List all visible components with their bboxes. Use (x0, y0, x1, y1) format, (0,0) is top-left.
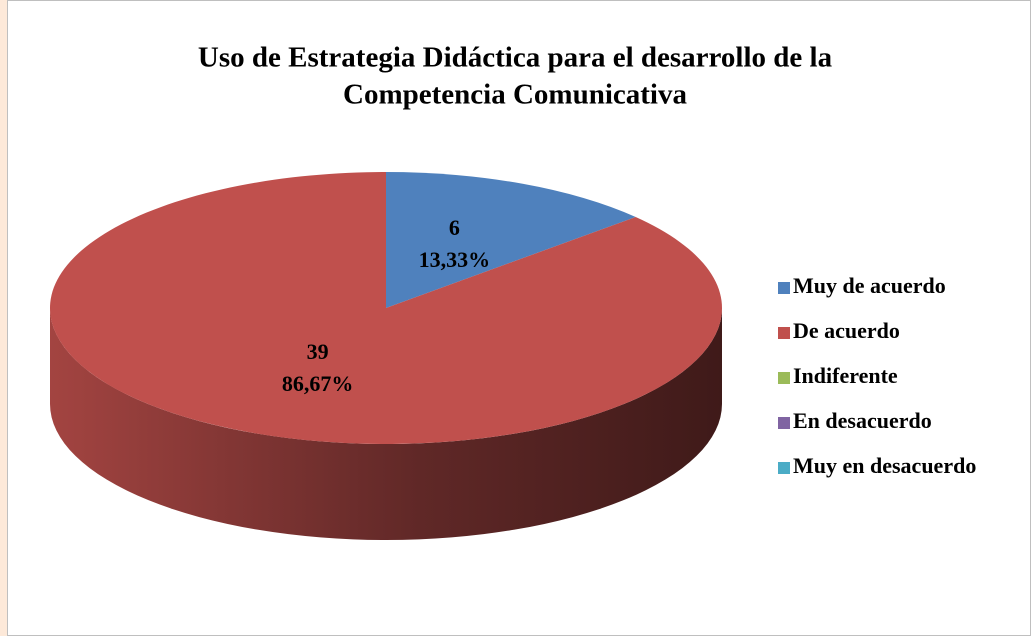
legend-swatch (778, 282, 790, 294)
chart-title: Uso de Estrategia Didáctica para el desa… (198, 42, 833, 74)
legend-swatch (778, 462, 790, 474)
legend-swatch (778, 327, 790, 339)
slice-side (50, 308, 722, 540)
chart-subtitle: Competencia Comunicativa (343, 79, 687, 111)
legend-label: Muy de acuerdo (793, 273, 946, 298)
data-label-count: 39 (307, 339, 329, 364)
left-strip (0, 0, 7, 636)
data-label-percent: 13,33% (419, 247, 491, 272)
legend-swatch (778, 372, 790, 384)
slice (386, 172, 636, 308)
legend-label: De acuerdo (793, 318, 900, 343)
legend-label: En desacuerdo (793, 408, 932, 433)
legend-swatch (778, 417, 790, 429)
data-label-count: 6 (449, 215, 460, 240)
data-label-percent: 86,67% (282, 371, 354, 396)
legend-label: Indiferente (793, 363, 898, 388)
legend-label: Muy en desacuerdo (793, 453, 976, 478)
slice (50, 172, 723, 444)
